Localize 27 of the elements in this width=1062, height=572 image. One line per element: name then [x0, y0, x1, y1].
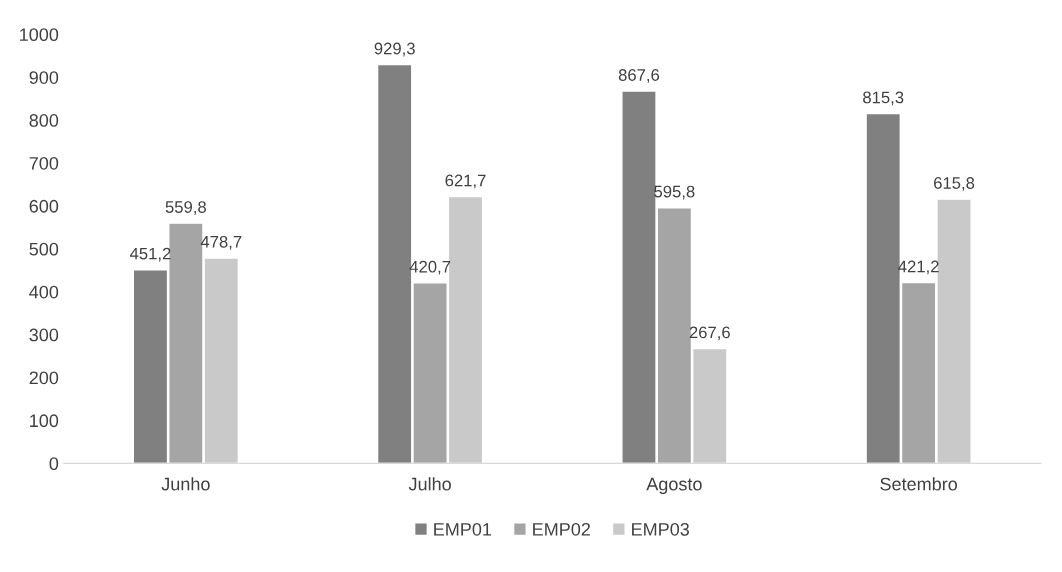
data-label: 559,8: [165, 201, 206, 215]
y-tick-label: 800: [29, 114, 59, 127]
x-tick-label: Julho: [408, 477, 451, 491]
y-tick-label: 400: [29, 285, 59, 299]
data-label: 451,2: [129, 247, 171, 262]
y-tick-label: 1000: [20, 28, 59, 42]
y-tick-label: 700: [29, 156, 59, 170]
y-tick-label: 200: [29, 371, 59, 385]
data-label: 615,8: [934, 177, 975, 191]
legend-label: EMP01: [434, 522, 492, 536]
y-tick-label: 500: [29, 242, 59, 256]
data-label: 621,7: [445, 174, 486, 189]
x-tick-label: Agosto: [646, 477, 702, 495]
x-tick-label: Junho: [161, 477, 210, 491]
y-tick-label: 100: [30, 414, 59, 428]
y-tick-label: 900: [29, 71, 59, 84]
data-label: 867,6: [618, 69, 660, 83]
x-tick-label: Setembro: [880, 477, 958, 491]
legend-label: EMP02: [533, 522, 590, 536]
data-label: 478,7: [200, 235, 242, 250]
data-label: 267,6: [689, 326, 730, 341]
legend-label: EMP03: [632, 522, 690, 536]
y-tick-label: 600: [29, 199, 59, 213]
data-label: 815,3: [863, 91, 904, 106]
y-tick-label: 300: [29, 328, 59, 342]
data-label: 929,3: [374, 42, 415, 57]
y-tick-label: 0: [49, 457, 59, 471]
